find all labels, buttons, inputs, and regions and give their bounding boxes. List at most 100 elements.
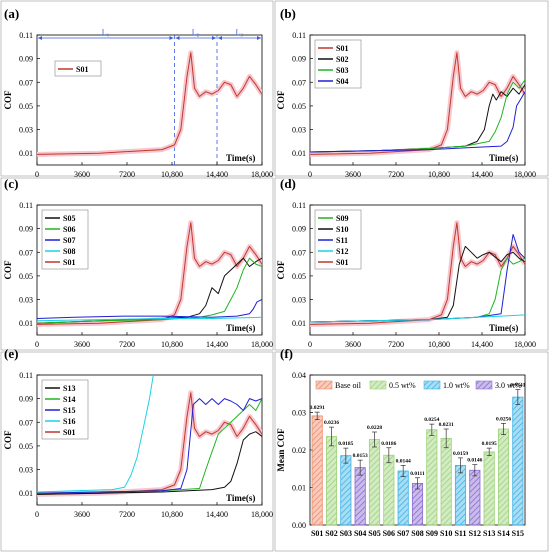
panel-label: (b) bbox=[280, 6, 296, 21]
y-axis-label: COF bbox=[3, 430, 13, 450]
legend-label-S13: S13 bbox=[63, 384, 75, 393]
legend-label-S01: S01 bbox=[76, 65, 88, 74]
x-tick-label: 7200 bbox=[119, 510, 135, 519]
bar-S02 bbox=[325, 436, 338, 526]
y-tick-label: 0.01 bbox=[19, 319, 33, 328]
legend-label-S01: S01 bbox=[336, 44, 348, 53]
x-tick-label: 14,400 bbox=[471, 170, 493, 179]
legend-label-S02: S02 bbox=[336, 55, 348, 64]
x-axis-label: Time(s) bbox=[226, 493, 255, 503]
y-axis-label: COF bbox=[3, 260, 13, 280]
bar-S01 bbox=[311, 415, 323, 526]
legend-label-S15: S15 bbox=[63, 406, 75, 415]
series-line-S12 bbox=[310, 314, 525, 323]
series-line-S07 bbox=[37, 299, 262, 319]
y-tick-label: 0.05 bbox=[292, 102, 306, 111]
y-tick-label: 0.07 bbox=[292, 248, 306, 257]
x-axis-label: Time(s) bbox=[489, 153, 518, 163]
legend-label-S03: S03 bbox=[336, 66, 348, 75]
region-arrowhead bbox=[169, 36, 174, 40]
legend-swatch-w30 bbox=[475, 380, 493, 390]
legend-swatch-base bbox=[315, 380, 333, 390]
panel-border-e bbox=[0, 351, 274, 552]
panel-label: (f) bbox=[280, 346, 293, 361]
y-tick-label: 0.05 bbox=[19, 102, 33, 111]
x-tick-label: 3600 bbox=[345, 170, 361, 179]
y-axis-label: COF bbox=[3, 90, 13, 110]
x-tick-label: S10 bbox=[440, 529, 452, 538]
legend-swatch-w05 bbox=[369, 380, 387, 390]
legend-label-S05: S05 bbox=[63, 214, 75, 223]
bar-value-label: 0.0195 bbox=[482, 441, 497, 447]
bar-S13 bbox=[483, 451, 495, 526]
region-label: L₁ bbox=[102, 28, 110, 37]
x-tick-label: 7200 bbox=[388, 170, 404, 179]
series-line-S15 bbox=[37, 398, 262, 494]
y-tick-label: 0.07 bbox=[19, 78, 33, 87]
x-tick-label: 0 bbox=[308, 340, 312, 349]
legend-label-S07: S07 bbox=[63, 236, 75, 245]
series-line-S10 bbox=[310, 245, 525, 323]
y-tick-label: 0.02 bbox=[292, 446, 306, 455]
legend-label-w05: 0.5 wt% bbox=[389, 381, 416, 390]
legend-label-S11: S11 bbox=[336, 236, 348, 245]
series-line-S01 bbox=[310, 52, 525, 155]
y-tick-label: 0.01 bbox=[19, 149, 33, 158]
bar-value-label: 0.0146 bbox=[467, 458, 482, 464]
x-tick-label: 18,000 bbox=[251, 340, 273, 349]
y-tick-label: 0.11 bbox=[292, 31, 306, 40]
y-tick-label: 0.11 bbox=[19, 371, 33, 380]
legend-label-S08: S08 bbox=[63, 247, 75, 256]
legend-box bbox=[54, 60, 102, 77]
region-label: L₂ bbox=[192, 28, 200, 37]
y-tick-label: 0.05 bbox=[292, 272, 306, 281]
y-tick-label: 0.03 bbox=[19, 296, 33, 305]
x-tick-label: 14,400 bbox=[206, 340, 228, 349]
x-tick-label: S07 bbox=[397, 529, 409, 538]
bar-S06 bbox=[383, 454, 395, 526]
panel-border-d bbox=[274, 177, 549, 351]
series-line-S01 bbox=[37, 392, 262, 495]
y-tick-label: 0.09 bbox=[19, 55, 33, 64]
series-line-S06 bbox=[37, 257, 262, 324]
legend-label-S01: S01 bbox=[63, 428, 75, 437]
bar-S03 bbox=[340, 455, 352, 526]
y-tick-label: 0.03 bbox=[292, 126, 306, 135]
x-tick-label: 3600 bbox=[74, 510, 90, 519]
bar-S15 bbox=[512, 396, 524, 526]
legend-label-S06: S06 bbox=[63, 225, 75, 234]
bar-S11 bbox=[454, 464, 467, 526]
bar-value-label: 0.0159 bbox=[453, 451, 468, 457]
x-tick-label: 10,800 bbox=[428, 170, 450, 179]
y-tick-label: 0.07 bbox=[19, 248, 33, 257]
y-tick-label: 0.03 bbox=[19, 126, 33, 135]
legend-label-S04: S04 bbox=[336, 77, 348, 86]
x-tick-label: S15 bbox=[512, 529, 524, 538]
legend-label-S01: S01 bbox=[63, 258, 75, 267]
chart-panel-1: (b) 0 3600 7200 10,800 14,400 18,000 0.01 0.03 0.… bbox=[276, 6, 536, 179]
bar-S05 bbox=[368, 439, 381, 526]
x-tick-label: S14 bbox=[497, 529, 509, 538]
bar-value-label: 0.0236 bbox=[324, 420, 339, 426]
x-tick-label: 0 bbox=[35, 340, 39, 349]
x-tick-label: 10,800 bbox=[428, 340, 450, 349]
panel-border-a bbox=[0, 0, 274, 177]
panel-border-f bbox=[274, 351, 549, 552]
chart-panel-5: (f) 0.00 0.01 0.02 0.03 0.04 Mean COF 0.0291 S01… bbox=[276, 346, 526, 538]
legend-label-S01: S01 bbox=[336, 258, 348, 267]
series-line-S03 bbox=[310, 79, 525, 153]
x-tick-label: S05 bbox=[368, 529, 380, 538]
y-tick-label: 0.09 bbox=[19, 225, 33, 234]
legend-label-base: Base oil bbox=[335, 381, 362, 390]
y-tick-label: 0.07 bbox=[19, 418, 33, 427]
x-tick-label: 14,400 bbox=[206, 170, 228, 179]
bar-S08 bbox=[411, 482, 424, 526]
region-arrowhead bbox=[38, 36, 42, 40]
x-tick-label: S08 bbox=[411, 529, 423, 538]
legend-label-S16: S16 bbox=[63, 417, 75, 426]
y-tick-label: 0.03 bbox=[19, 466, 33, 475]
bar-S04 bbox=[354, 467, 366, 526]
y-tick-label: 0.05 bbox=[19, 272, 33, 281]
legend-label-w30: 3.0 wt% bbox=[495, 381, 522, 390]
